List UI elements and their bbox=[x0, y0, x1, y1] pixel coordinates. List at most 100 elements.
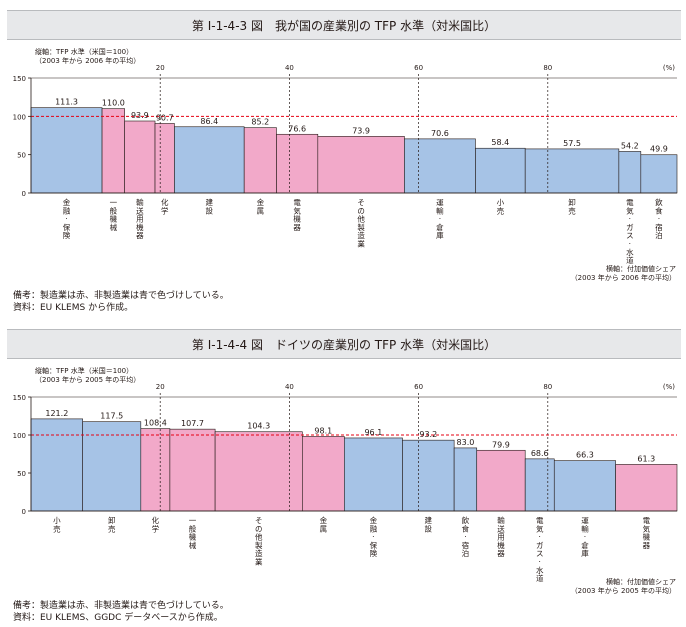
y-tick-label: 50 bbox=[17, 152, 26, 160]
bar-value-label: 61.3 bbox=[637, 454, 655, 463]
bar-value-label: 85.2 bbox=[251, 118, 269, 127]
note-source: 資料：EU KLEMS、GGDC データベースから作成。 bbox=[13, 613, 223, 623]
bar-value-label: 66.3 bbox=[576, 451, 594, 460]
category-label-char: · bbox=[372, 533, 374, 542]
figure-title: 第 I-1-4-4 図 ドイツの産業別の TFP 水準（対米国比） bbox=[7, 329, 681, 359]
tfp-chart-germany: 縦軸：TFP 水準（米国＝100） （2003 年から 2005 年の平均） 横… bbox=[13, 366, 678, 595]
category-label-char: 機 bbox=[136, 222, 144, 232]
category-label-char: 送 bbox=[136, 205, 144, 215]
category-label-char: · bbox=[584, 533, 586, 542]
y-axis-label: 縦軸：TFP 水準（米国＝100） bbox=[35, 47, 133, 56]
note-remark: 備考：製造業は赤、非製造業は青で色づけしている。 bbox=[13, 601, 229, 611]
category-label-char: 電 bbox=[536, 516, 544, 525]
y-tick-label: 0 bbox=[22, 508, 26, 516]
category-label-char: 庫 bbox=[581, 548, 589, 558]
category-label-char: 卸 bbox=[108, 515, 116, 525]
category-label-char: 食 bbox=[655, 205, 663, 215]
category-label-char: 輸 bbox=[136, 197, 144, 207]
bar-value-label: 110.0 bbox=[102, 99, 125, 108]
category-label-char: 造 bbox=[357, 230, 365, 240]
category-label-char: 設 bbox=[425, 523, 433, 533]
category-label-char: 気 bbox=[643, 523, 651, 533]
category-label-char: · bbox=[629, 215, 631, 224]
category-label-char: 倉 bbox=[581, 540, 589, 550]
category-label-char: 金 bbox=[63, 197, 71, 207]
y-axis-label-period: （2003 年から 2005 年の平均） bbox=[35, 375, 140, 384]
category-label-char: 売 bbox=[497, 205, 505, 215]
category-label-char: 険 bbox=[370, 549, 378, 558]
category-label-char: 融 bbox=[63, 205, 71, 215]
y-tick-label: 150 bbox=[13, 75, 26, 83]
y-tick-label: 100 bbox=[13, 113, 26, 121]
bar-6 bbox=[302, 436, 345, 512]
bar-11 bbox=[524, 148, 620, 194]
bar-value-label: 79.9 bbox=[492, 440, 510, 449]
bar-value-label: 104.3 bbox=[247, 422, 270, 431]
x-tick-label: 20 bbox=[156, 383, 165, 391]
bar-value-label: 68.6 bbox=[531, 449, 549, 458]
category-label-char: 機 bbox=[497, 540, 505, 550]
x-tick-label: 40 bbox=[285, 383, 294, 391]
category-label-char: 造 bbox=[255, 548, 263, 558]
category-label-char: · bbox=[539, 533, 541, 542]
category-label-char: 険 bbox=[63, 231, 71, 240]
category-label-char: ガ bbox=[536, 540, 544, 550]
category-label-char: 泊 bbox=[655, 230, 663, 240]
category-label-char: 小 bbox=[497, 198, 505, 207]
category-label-char: 倉 bbox=[436, 222, 444, 232]
note-remark: 備考：製造業は赤、非製造業は青で色づけしている。 bbox=[13, 291, 229, 301]
category-label-char: 保 bbox=[63, 223, 71, 232]
x-tick-label: 80 bbox=[543, 64, 552, 72]
category-label-char: · bbox=[658, 215, 660, 224]
category-label-char: · bbox=[464, 533, 466, 542]
bar-4 bbox=[154, 123, 175, 194]
category-label-char: 器 bbox=[293, 223, 301, 232]
x-axis-label-period: （2003 年から 2006 年の平均） bbox=[571, 273, 676, 282]
tfp-chart-japan: 縦軸：TFP 水準（米国＝100） （2003 年から 2006 年の平均） 横… bbox=[13, 47, 678, 282]
bar-2 bbox=[82, 421, 142, 512]
bar-5 bbox=[174, 126, 245, 194]
category-label-char: 売 bbox=[53, 523, 61, 533]
figure-germany: 第 I-1-4-4 図 ドイツの産業別の TFP 水準（対米国比） 縦軸：TFP… bbox=[0, 329, 686, 627]
category-label-char: 電 bbox=[293, 198, 301, 207]
category-label-char: 学 bbox=[161, 205, 169, 215]
category-label-char: 宿 bbox=[462, 540, 470, 550]
category-label-char: 食 bbox=[462, 523, 470, 533]
category-label-char: 建 bbox=[206, 197, 214, 207]
bar-value-label: 54.2 bbox=[621, 141, 639, 150]
category-label-char: 飲 bbox=[462, 515, 470, 525]
bar-3 bbox=[124, 120, 156, 194]
bar-value-label: 58.4 bbox=[491, 138, 509, 147]
category-label-char: 業 bbox=[357, 239, 365, 249]
category-label-char: 送 bbox=[497, 523, 505, 533]
category-label-char: ス bbox=[626, 231, 634, 240]
bar-10 bbox=[476, 449, 526, 512]
bar-3 bbox=[140, 428, 171, 512]
category-label-char: そ bbox=[357, 198, 365, 207]
bar-10 bbox=[475, 147, 526, 194]
bar-12 bbox=[553, 460, 616, 512]
category-label-char: 設 bbox=[206, 205, 214, 215]
category-label-char: の bbox=[255, 524, 263, 533]
category-label-char: 業 bbox=[255, 557, 263, 567]
bar-2 bbox=[101, 108, 125, 194]
category-label-char: 気 bbox=[626, 205, 634, 215]
category-label-char: 機 bbox=[189, 532, 197, 542]
category-label-char: 用 bbox=[497, 533, 505, 542]
bar-1 bbox=[30, 418, 83, 512]
figure-japan: 第 I-1-4-3 図 我が国の産業別の TFP 水準（対米国比） 縦軸：TFP… bbox=[7, 10, 681, 313]
x-tick-label: 40 bbox=[285, 64, 294, 72]
figure-title: 第 I-1-4-3 図 我が国の産業別の TFP 水準（対米国比） bbox=[7, 10, 681, 40]
bar-value-label: 76.6 bbox=[288, 124, 306, 133]
x-axis-label: 横軸：付加価値シェア bbox=[606, 264, 676, 273]
bar-value-label: 117.5 bbox=[100, 412, 123, 421]
x-tick-label: 60 bbox=[414, 64, 423, 72]
category-label-char: 般 bbox=[110, 205, 118, 215]
category-label-char: 売 bbox=[568, 205, 576, 215]
x-tick-label: 60 bbox=[414, 383, 423, 391]
y-tick-label: 0 bbox=[22, 190, 26, 198]
category-label-char: 金 bbox=[370, 515, 378, 525]
category-label-char: · bbox=[65, 215, 67, 224]
bar-value-label: 83.0 bbox=[457, 438, 475, 447]
bar-12 bbox=[618, 151, 642, 194]
